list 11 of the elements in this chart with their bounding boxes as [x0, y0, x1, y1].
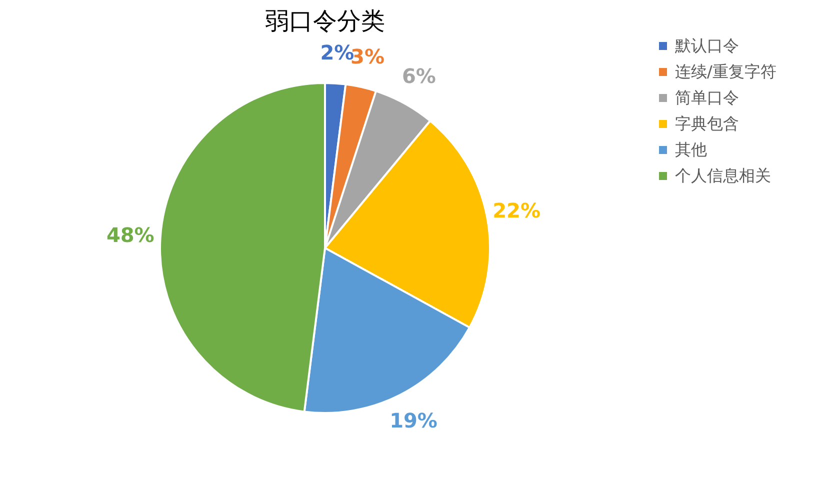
- legend-label: 个人信息相关: [675, 166, 771, 185]
- legend-label: 字典包含: [675, 114, 739, 133]
- data-label: 22%: [492, 198, 540, 222]
- legend-label: 简单口令: [675, 88, 739, 107]
- data-label: 6%: [402, 64, 436, 88]
- data-label: 48%: [106, 222, 154, 247]
- data-label: 19%: [390, 408, 438, 433]
- legend-label: 其他: [675, 140, 707, 159]
- legend-label: 默认口令: [674, 36, 739, 55]
- legend-label: 连续/重复字符: [675, 62, 776, 81]
- chart-title: 弱口令分类: [265, 7, 385, 35]
